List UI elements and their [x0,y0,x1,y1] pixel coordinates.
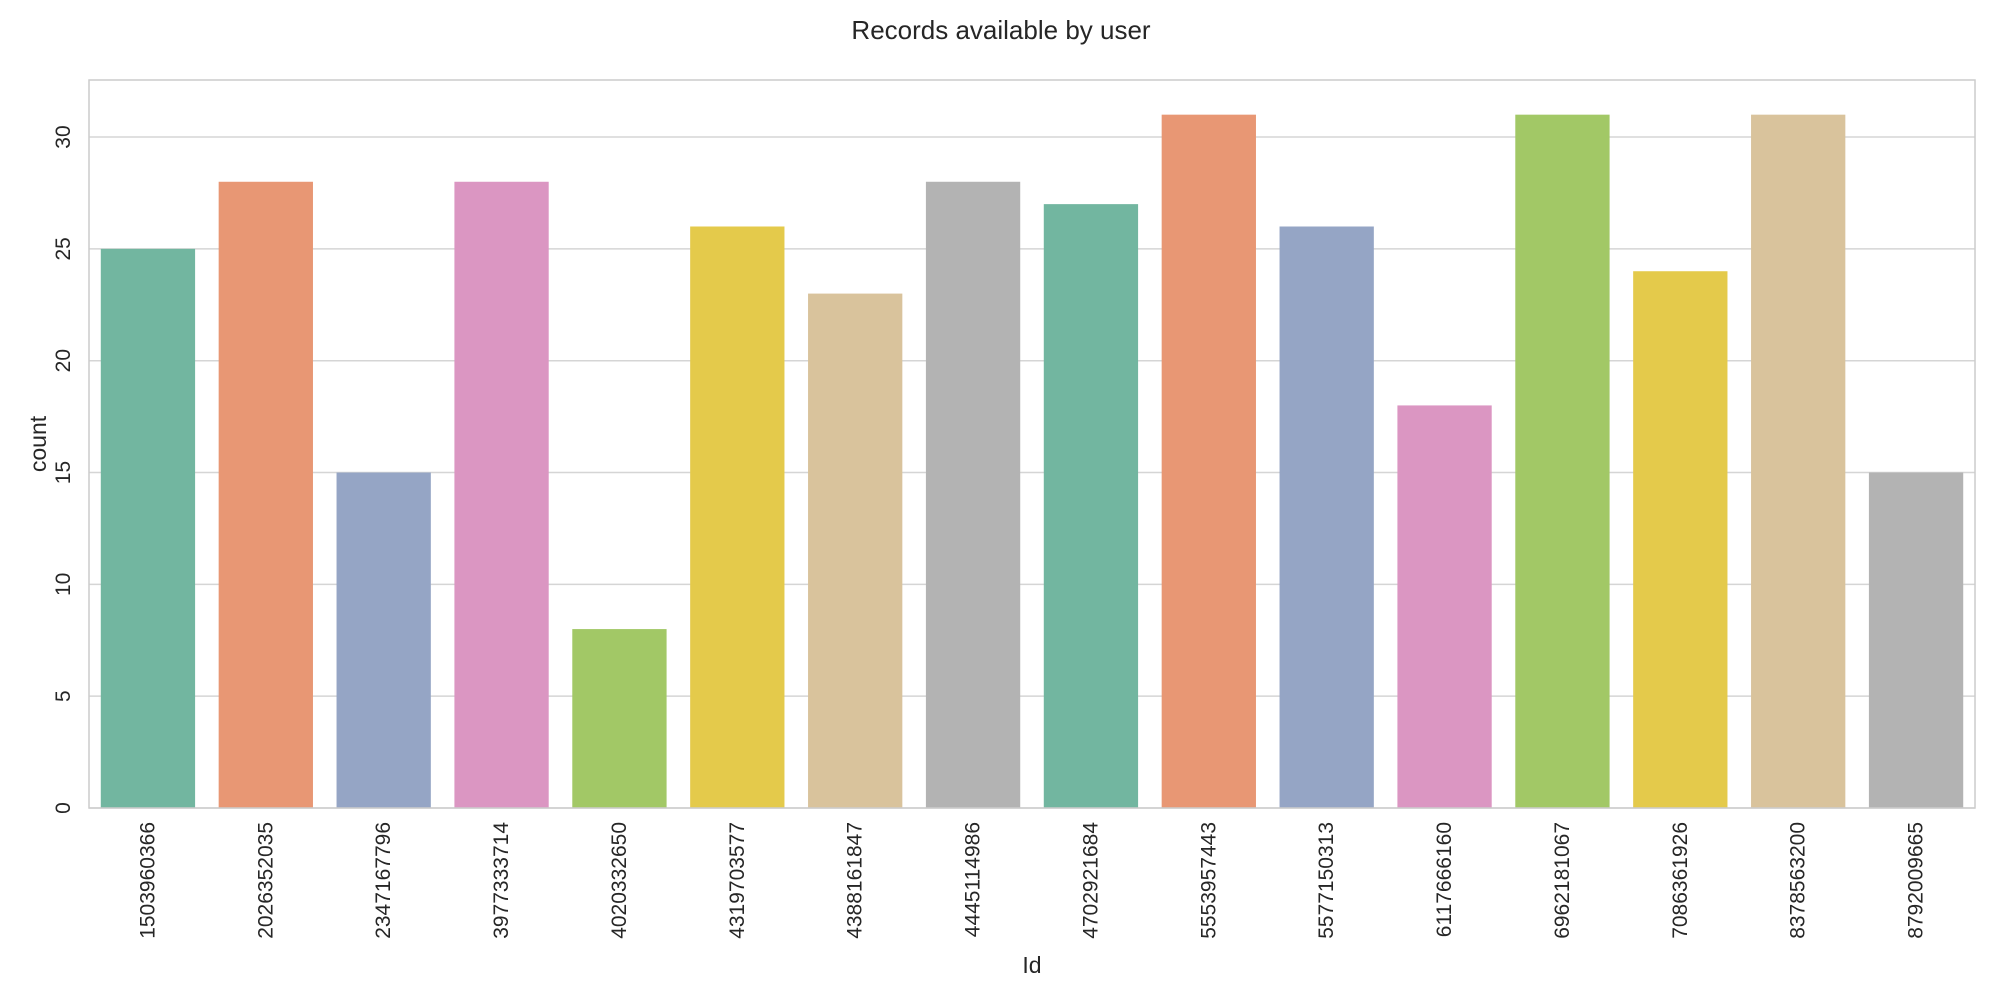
y-tick-label: 30 [52,125,75,148]
x-tick-label: 3977333714 [490,822,513,939]
x-tick-label: 6117666160 [1433,822,1456,937]
bar-4319703577 [690,226,785,808]
x-tick-label: 4020332650 [608,822,631,939]
x-axis-label: Id [1022,952,1041,978]
x-tick-label: 4388161847 [844,822,867,939]
x-tick-label: 7086361926 [1669,822,1692,939]
bar-6117666160 [1397,405,1492,808]
y-tick-label: 25 [52,237,75,260]
x-tick-label: 1503960366 [136,822,159,939]
bar-6962181067 [1515,114,1610,808]
bar-8792009665 [1868,472,1964,808]
bar-7086361926 [1633,271,1728,808]
plot-frame [88,79,1976,809]
y-axis-label: count [25,415,51,472]
x-tick-label: 4319703577 [726,822,749,939]
y-tick-label: 5 [52,690,75,702]
x-tick-label: 2026352035 [254,822,277,939]
bar-4388161847 [808,293,903,808]
bar-4445114986 [925,181,1021,809]
bar-2347167796 [336,472,431,808]
bar-5577150313 [1279,226,1374,808]
x-tick-label: 5577150313 [1315,822,1338,939]
bar-1503960366 [100,248,196,808]
bar-5553957443 [1161,114,1256,808]
y-tick-label: 0 [52,802,75,814]
x-tick-label: 2347167796 [372,822,395,939]
x-tick-label: 5553957443 [1197,822,1220,939]
y-tick-labels: 0 5 10 15 20 25 30 [52,125,75,813]
bar-4702921684 [1043,204,1139,808]
y-tick-label: 15 [52,461,75,484]
y-tick-label: 10 [52,573,75,596]
chart-title: Records available by user [851,15,1150,45]
x-tick-label: 4702921684 [1079,822,1102,939]
x-tick-label: 6962181067 [1551,822,1574,939]
bar-3977333714 [454,181,549,809]
x-tick-labels: 1503960366 2026352035 2347167796 3977333714… [136,822,1927,939]
y-tick-label: 20 [52,349,75,372]
x-tick-label: 8378563200 [1787,822,1810,939]
x-tick-label: 4445114986 [962,822,985,937]
x-tick-label: 8792009665 [1905,822,1928,939]
bar-4020332650 [572,629,667,808]
bar-2026352035 [218,181,313,809]
bars [100,114,1964,809]
bar-8378563200 [1751,114,1846,808]
